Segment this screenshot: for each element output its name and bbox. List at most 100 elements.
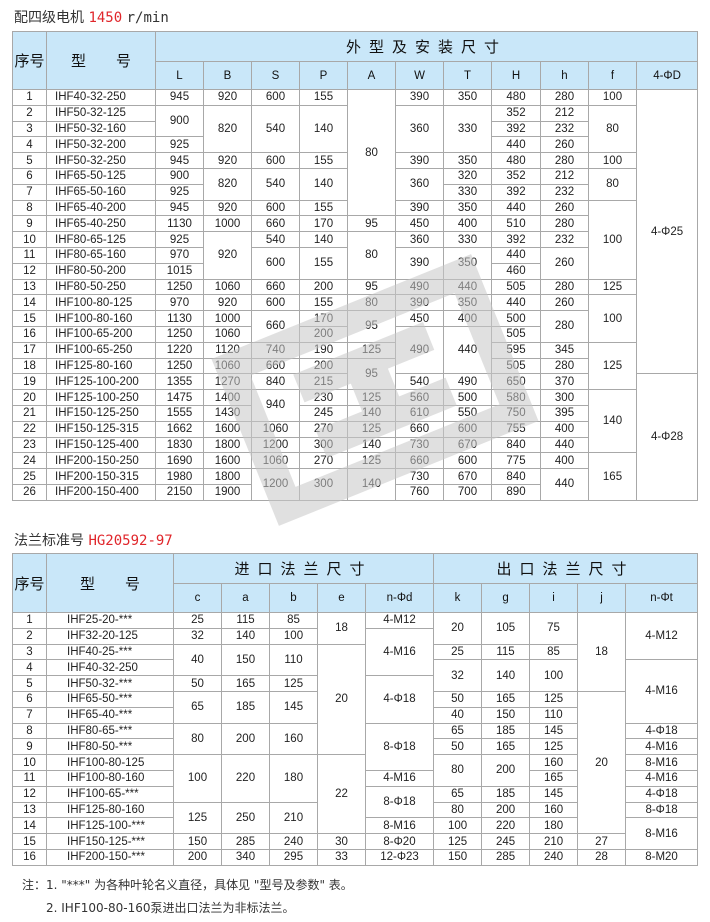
value-cell: 95 [347,357,396,391]
value-cell: 300 [299,468,348,501]
value-cell: 100 [588,152,637,169]
row-number: 15 [12,310,47,327]
model-cell: IHF100-80-160 [46,310,156,327]
value-cell: 40 [433,706,483,724]
row-number: 16 [12,325,47,343]
value-cell: 300 [540,389,589,406]
table-row: 5 IHF50-32-250 945 920 600 155 390 350 480 280 100 [12,152,698,169]
value-cell: 440 [540,436,589,454]
model-cell: IHF150-125-*** [46,833,174,850]
value-cell: 350 [443,246,492,280]
row-number: 7 [12,706,47,724]
value-cell: 4-Φ18 [625,722,699,740]
value-cell: 80 [588,167,637,201]
row-number: 1 [12,612,47,629]
value-cell: 900 [155,167,204,185]
model-cell: IHF80-50-250 [46,278,156,296]
value-cell: 32 [173,627,222,645]
value-cell: 755 [491,420,541,438]
value-cell: 155 [299,89,348,106]
value-cell: 490 [395,325,444,375]
value-cell: 80 [347,294,396,312]
value-cell: 330 [443,183,492,201]
row-number: 14 [12,294,47,312]
value-cell: 920 [203,89,252,106]
value-cell: 350 [443,199,492,217]
value-cell: 260 [540,136,589,154]
column-header: W [395,61,444,90]
value-cell: 245 [481,833,531,850]
value-cell: 8-M16 [625,817,699,850]
column-header: H [491,61,541,90]
value-cell: 18 [317,612,366,645]
model-cell: IHF100-80-125 [46,294,156,312]
model-cell: IHF200-150-400 [46,483,156,501]
value-cell: 1060 [203,357,252,375]
value-cell: 240 [269,833,318,850]
value-cell: 115 [221,612,270,629]
value-cell: 200 [173,848,222,866]
value-cell: 85 [269,612,318,629]
value-cell: 250 [221,801,270,835]
model-cell: IHF50-32-160 [46,120,156,138]
value-cell: 4-M16 [625,769,699,787]
value-cell: 100 [173,754,222,803]
value-cell: 8-M16 [364,817,435,835]
value-cell: 125 [588,278,637,296]
value-cell: 330 [443,231,492,248]
model-cell: IHF80-50-200 [46,262,156,280]
model-cell: IHF80-65-125 [46,231,156,248]
value-cell: 4-M12 [364,612,435,629]
model-cell: IHF32-20-125 [46,627,174,645]
title-text: 法兰标准号 [14,533,84,549]
model-cell: IHF80-65-*** [46,722,174,740]
value-cell: 210 [529,833,579,850]
model-cell: IHF150-125-315 [46,420,156,438]
value-cell: 392 [491,231,541,248]
value-cell: 285 [481,848,531,866]
row-number: 9 [12,738,47,756]
value-cell: 540 [251,104,300,154]
value-cell: 140 [481,659,531,692]
value-cell: 920 [203,152,252,169]
table-row: 16 IHF200-150-*** 200 340 295 33 12-Φ23 150 285 2… [12,848,699,866]
value-cell: 32 [433,659,483,692]
row-number: 22 [12,420,47,438]
value-cell: 1250 [155,325,204,343]
column-header: 4-ΦD [635,61,699,90]
value-cell: 820 [203,167,252,201]
column-header: i [529,583,579,613]
value-cell: 80 [433,801,483,819]
value-cell: 25 [173,612,222,629]
row-number: 13 [12,801,47,819]
value-cell: 650 [491,373,541,391]
table-row: 2 IHF32-20-125 32 140 100 4-M16 [12,627,698,677]
model-cell: IHF80-65-160 [46,246,156,264]
value-cell: 390 [395,246,444,280]
value-cell: 100 [588,89,637,106]
value-cell: 750 [491,404,541,422]
value-cell: 330 [443,104,492,154]
table-row: 7 IHF65-50-160 925 330 392 232 [12,183,698,201]
value-cell: 220 [481,817,531,835]
value-cell: 140 [588,389,637,454]
value-cell: 140 [347,436,396,454]
value-cell: 260 [540,294,589,312]
row-number: 10 [12,231,47,248]
value-cell: 350 [443,294,492,312]
value-cell: 1120 [203,341,252,359]
header-group: 外型及安装尺寸 [154,31,699,62]
value-cell: 670 [443,436,492,454]
row-number: 4 [12,659,47,677]
value-cell: 392 [491,183,541,201]
value-cell: 300 [299,436,348,454]
value-cell: 212 [540,167,589,185]
value-cell: 125 [588,341,637,391]
value-cell: 390 [395,152,444,169]
model-cell: IHF100-80-125 [46,754,174,771]
value-cell: 1220 [155,341,204,359]
row-number: 20 [12,389,47,406]
column-header: f [588,61,637,90]
value-cell: 140 [347,468,396,501]
